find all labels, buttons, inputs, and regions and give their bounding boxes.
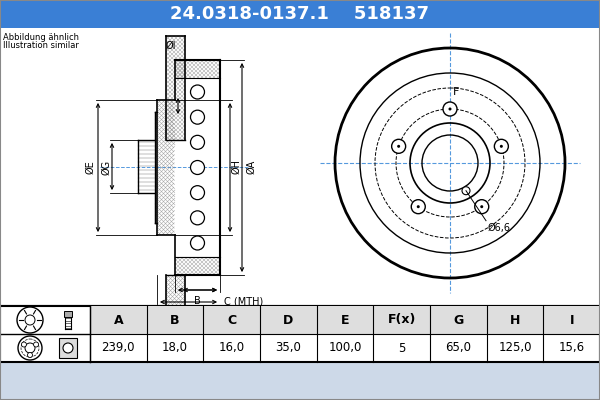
Circle shape	[411, 200, 425, 214]
Text: D: D	[175, 308, 182, 318]
Circle shape	[28, 352, 32, 358]
Text: ØH: ØH	[231, 160, 241, 174]
Text: 15,6: 15,6	[559, 342, 585, 354]
Text: F: F	[453, 87, 460, 97]
Circle shape	[191, 110, 205, 124]
Text: ØA: ØA	[246, 160, 256, 174]
Text: F(x): F(x)	[388, 314, 416, 326]
Text: Abbildung ähnlich: Abbildung ähnlich	[3, 33, 79, 42]
Text: G: G	[453, 314, 463, 326]
Circle shape	[191, 160, 205, 174]
Bar	[0, 306, 600, 362]
Circle shape	[191, 135, 205, 149]
Circle shape	[34, 342, 38, 347]
Text: 65,0: 65,0	[445, 342, 472, 354]
Circle shape	[191, 85, 205, 99]
Text: 16,0: 16,0	[218, 342, 245, 354]
Text: Ø6,6: Ø6,6	[488, 223, 511, 233]
Bar	[59, 338, 77, 358]
Circle shape	[397, 145, 400, 148]
Text: Illustration similar: Illustration similar	[3, 41, 79, 50]
Text: D: D	[283, 314, 293, 326]
Circle shape	[449, 108, 452, 110]
Text: ØI: ØI	[166, 41, 176, 51]
Bar	[0, 28, 600, 306]
Circle shape	[22, 342, 26, 347]
Circle shape	[191, 236, 205, 250]
Text: I: I	[569, 314, 574, 326]
Circle shape	[500, 145, 503, 148]
Bar	[0, 0, 600, 28]
Text: ØG: ØG	[101, 160, 111, 174]
Text: C (MTH): C (MTH)	[224, 296, 263, 306]
Circle shape	[494, 139, 508, 153]
Circle shape	[462, 187, 470, 195]
Circle shape	[191, 186, 205, 200]
Bar	[90, 306, 600, 334]
Circle shape	[475, 200, 489, 214]
Circle shape	[191, 211, 205, 225]
Text: 18,0: 18,0	[162, 342, 188, 354]
Text: H: H	[510, 314, 520, 326]
Text: C: C	[227, 314, 236, 326]
Circle shape	[392, 139, 406, 153]
Text: 5: 5	[398, 342, 406, 354]
Text: A: A	[113, 314, 123, 326]
Circle shape	[480, 205, 483, 208]
Circle shape	[443, 102, 457, 116]
Text: B: B	[170, 314, 180, 326]
Text: 35,0: 35,0	[275, 342, 301, 354]
Text: B: B	[194, 296, 201, 306]
Circle shape	[417, 205, 420, 208]
Text: 239,0: 239,0	[101, 342, 135, 354]
Text: E: E	[341, 314, 349, 326]
Circle shape	[63, 343, 73, 353]
Text: 125,0: 125,0	[498, 342, 532, 354]
Text: 100,0: 100,0	[328, 342, 362, 354]
Text: 24.0318-0137.1    518137: 24.0318-0137.1 518137	[170, 5, 430, 23]
Text: ØE: ØE	[85, 160, 95, 174]
Bar	[64, 311, 72, 317]
